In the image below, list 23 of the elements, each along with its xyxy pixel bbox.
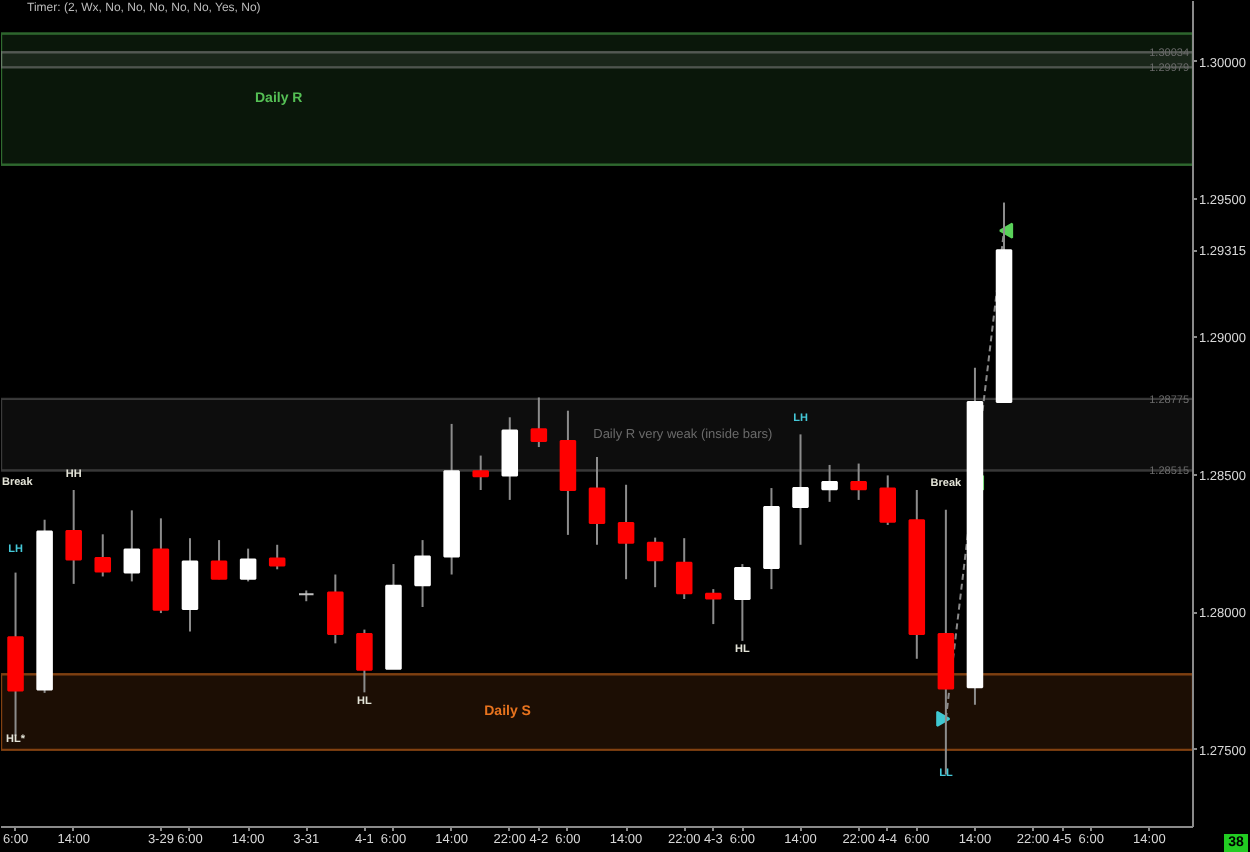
candlestick bbox=[210, 539, 228, 581]
candlestick bbox=[792, 433, 809, 546]
candlestick bbox=[588, 455, 606, 546]
candlestick bbox=[356, 628, 373, 694]
candlestick bbox=[65, 488, 82, 585]
candlestick bbox=[94, 533, 112, 578]
candlestick bbox=[879, 474, 896, 526]
candlestick bbox=[268, 543, 286, 571]
candlestick bbox=[414, 539, 431, 609]
candlestick bbox=[850, 462, 867, 501]
candlestick bbox=[675, 537, 693, 601]
candlestick bbox=[617, 483, 635, 581]
candlestick bbox=[123, 509, 141, 583]
candlestick bbox=[705, 588, 722, 626]
candlestick bbox=[327, 573, 344, 645]
candlestick bbox=[181, 537, 199, 633]
candlestick bbox=[239, 547, 257, 583]
candlestick bbox=[646, 536, 664, 589]
candlestick bbox=[501, 416, 519, 501]
candlestick bbox=[821, 463, 838, 503]
candlestick bbox=[472, 454, 489, 491]
candlestick bbox=[734, 563, 751, 642]
candlestick bbox=[530, 396, 548, 449]
